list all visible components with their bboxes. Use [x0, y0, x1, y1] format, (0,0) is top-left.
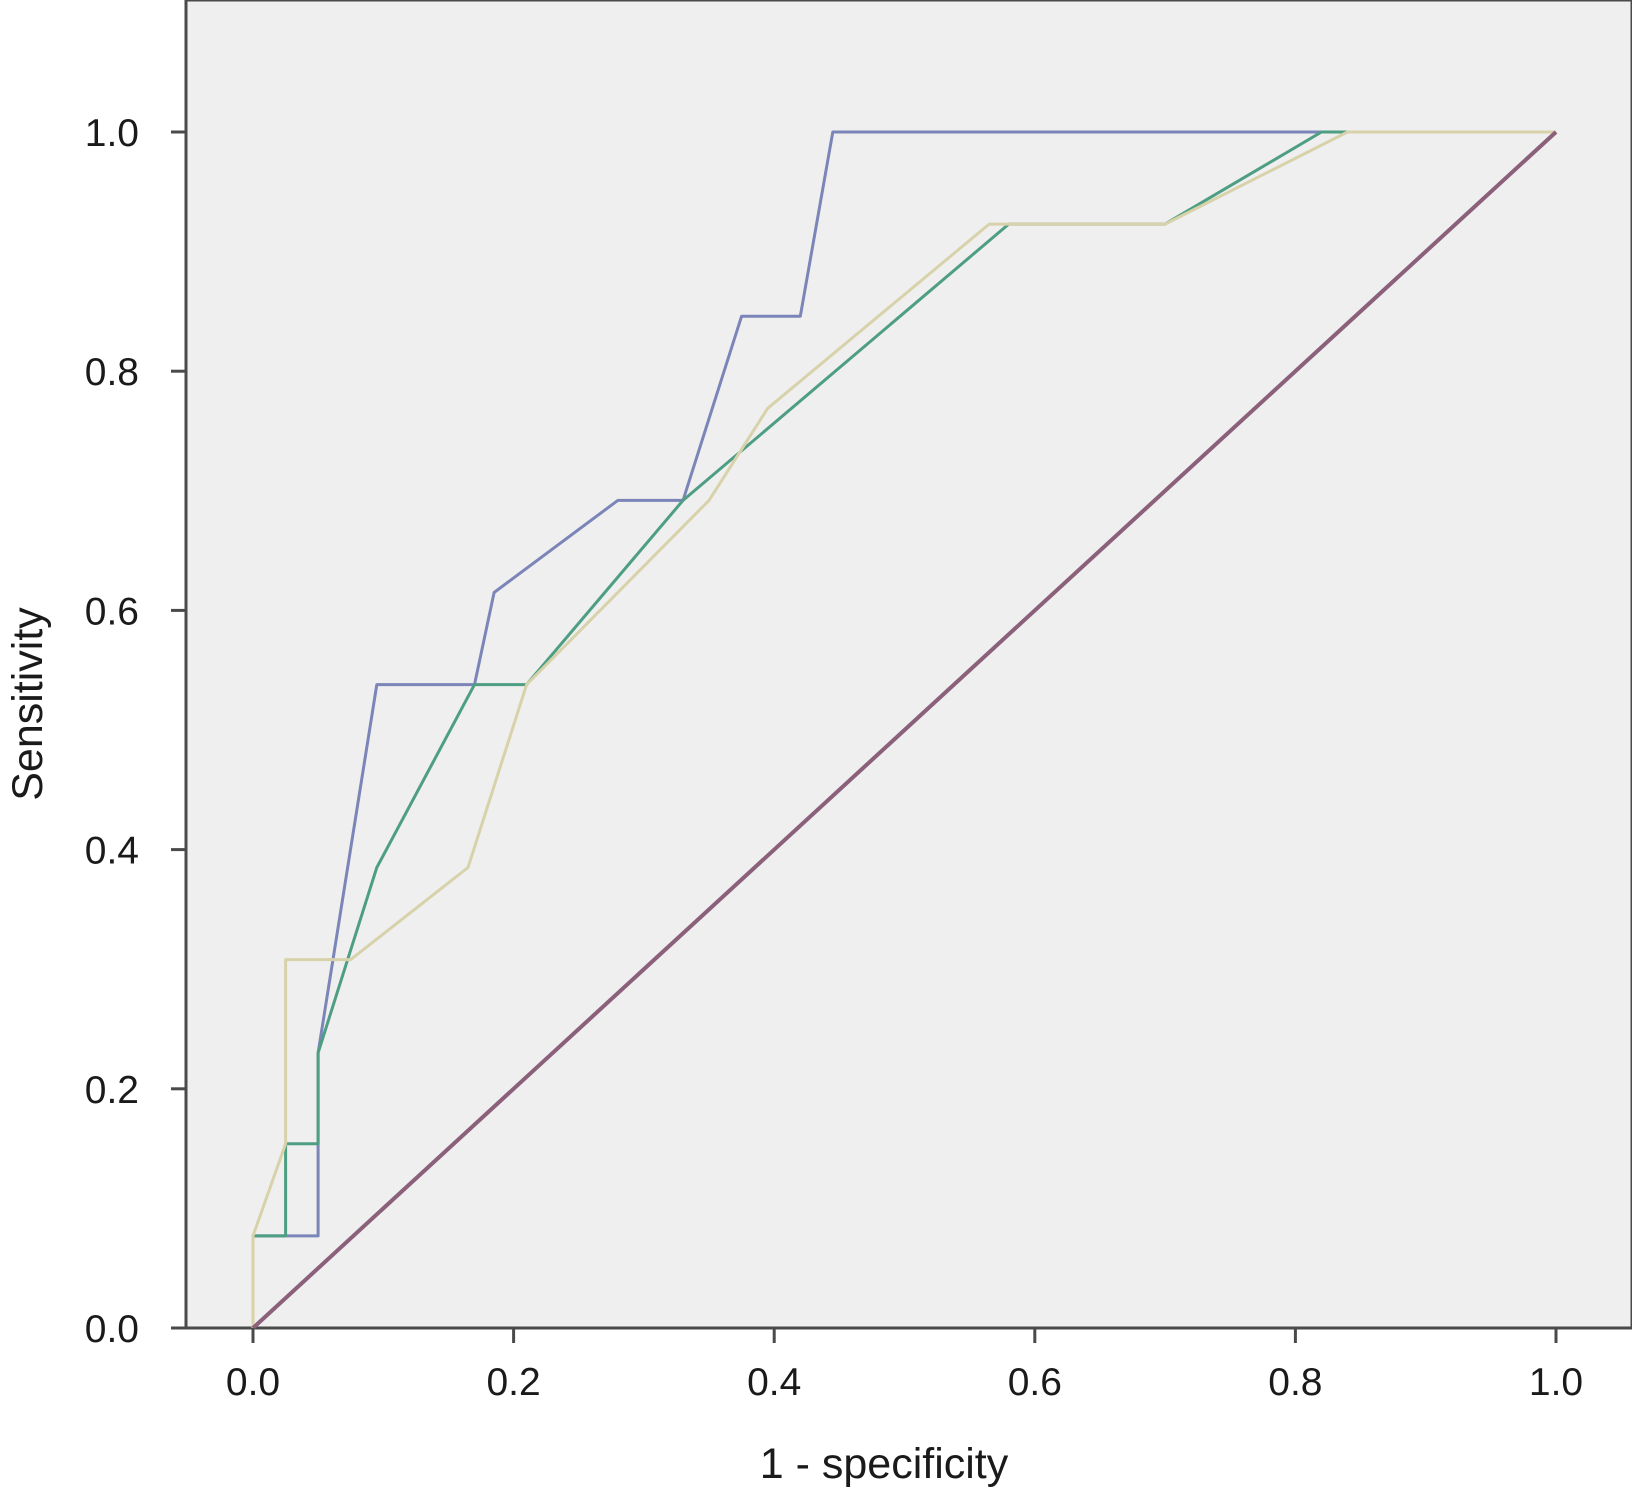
x-tick-label: 0.0	[226, 1361, 280, 1404]
series-layer	[251, 130, 1558, 1330]
series-line-4	[251, 130, 1558, 1330]
x-tick-label: 0.2	[486, 1361, 540, 1404]
y-tick-label: 0.4	[85, 830, 139, 873]
y-tick-label: 0.6	[85, 590, 139, 633]
y-axis-title: Sensitivity	[4, 607, 52, 801]
x-tick-label: 0.6	[1008, 1361, 1062, 1404]
x-tick-label: 0.8	[1268, 1361, 1322, 1404]
series-line-3	[251, 130, 1556, 1328]
y-tick-label: 1.0	[85, 112, 139, 155]
x-tick-label: 1.0	[1529, 1361, 1583, 1404]
y-axis: 0.0 0.2 0.4 0.6 0.8 1.0	[85, 112, 186, 1351]
x-tick-label: 0.4	[747, 1361, 801, 1404]
x-axis: 0.0 0.2 0.4 0.6 0.8 1.0	[226, 1328, 1583, 1404]
series-line-1	[251, 130, 1556, 1328]
y-tick-label: 0.0	[85, 1308, 139, 1351]
plot-area	[184, 0, 1632, 1330]
y-tick-label: 0.2	[85, 1069, 139, 1112]
x-axis-title: 1 - specificity	[760, 1440, 1009, 1488]
y-tick-label: 0.8	[85, 351, 139, 394]
